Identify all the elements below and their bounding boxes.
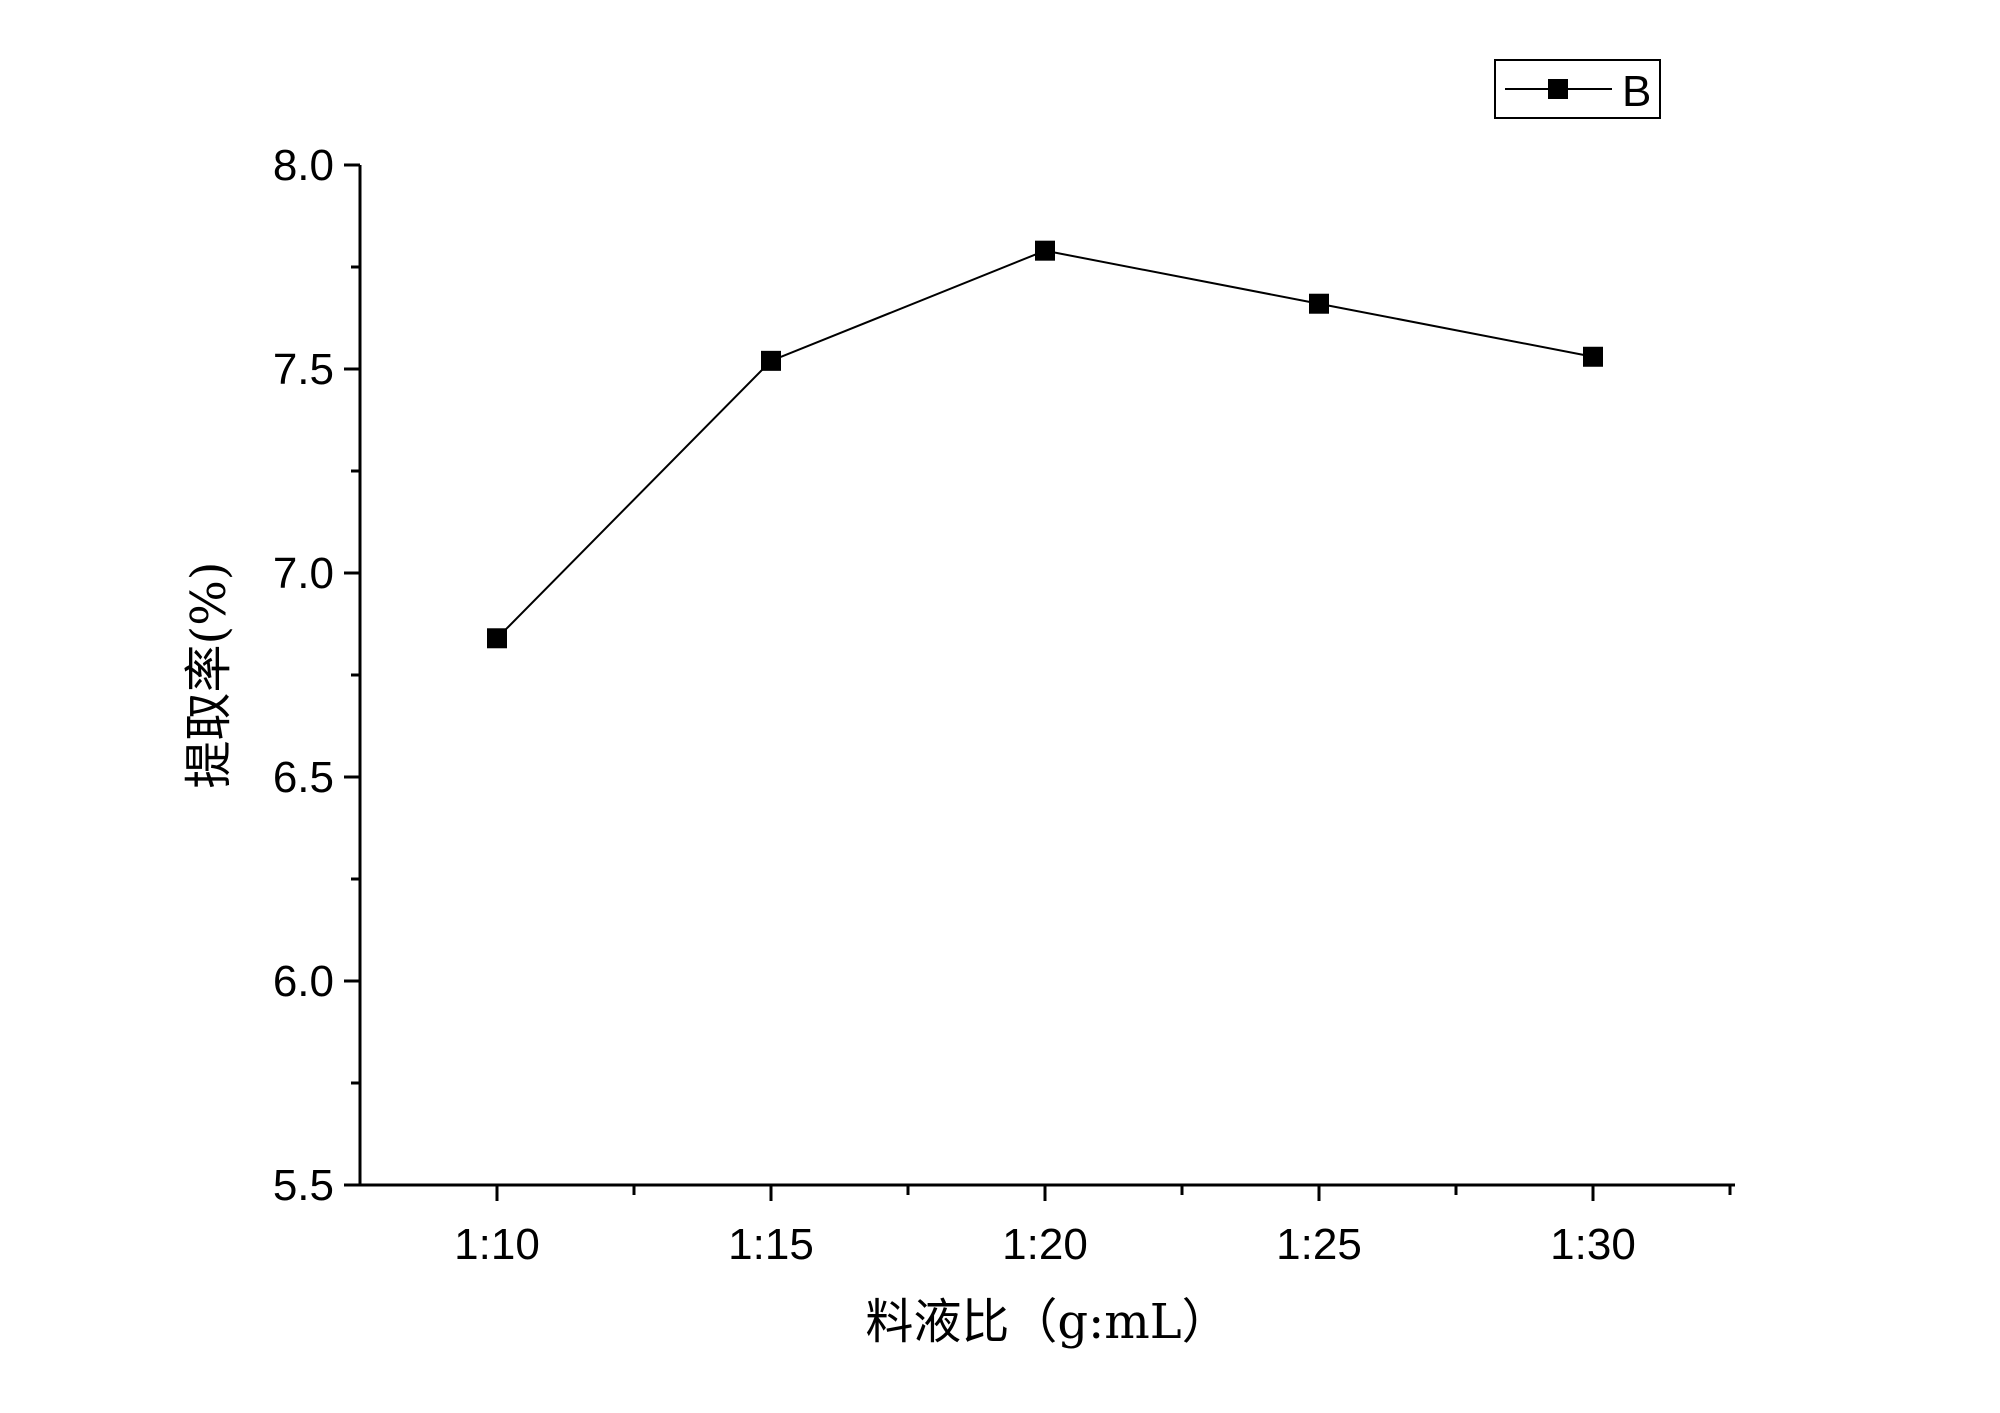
x-axis-ticks: 1:10 1:15 1:20 1:25 1:30 xyxy=(454,1185,1732,1269)
x-tick-label: 1:15 xyxy=(728,1220,814,1269)
legend-square-marker-icon xyxy=(1548,79,1568,99)
y-tick-label: 5.5 xyxy=(273,1161,334,1210)
axes xyxy=(358,165,1735,1187)
legend: B xyxy=(1494,59,1661,119)
x-tick-label: 1:10 xyxy=(454,1220,540,1269)
x-tick-label: 1:25 xyxy=(1276,1220,1362,1269)
y-tick-label: 7.0 xyxy=(273,549,334,598)
series-markers xyxy=(487,240,1603,649)
legend-label: B xyxy=(1622,67,1651,116)
data-point-marker xyxy=(761,350,781,371)
data-point-marker xyxy=(1035,240,1055,261)
y-tick-label: 8.0 xyxy=(273,141,334,190)
data-point-marker xyxy=(487,628,507,649)
x-axis-title: 料液比（g:mL） xyxy=(865,1294,1229,1350)
y-tick-label: 6.0 xyxy=(273,957,334,1006)
y-axis-title: 提取率(%) xyxy=(181,561,237,788)
series-line xyxy=(496,249,1594,639)
series-lines xyxy=(496,249,1594,639)
x-tick-label: 1:20 xyxy=(1002,1220,1088,1269)
x-tick-label: 1:30 xyxy=(1550,1220,1636,1269)
data-point-marker xyxy=(1309,293,1329,314)
y-tick-label: 6.5 xyxy=(273,753,334,802)
data-point-marker xyxy=(1583,346,1603,367)
y-axis-ticks: 5.5 6.0 6.5 7.0 7.5 8.0 xyxy=(273,141,360,1210)
y-tick-label: 7.5 xyxy=(273,345,334,394)
